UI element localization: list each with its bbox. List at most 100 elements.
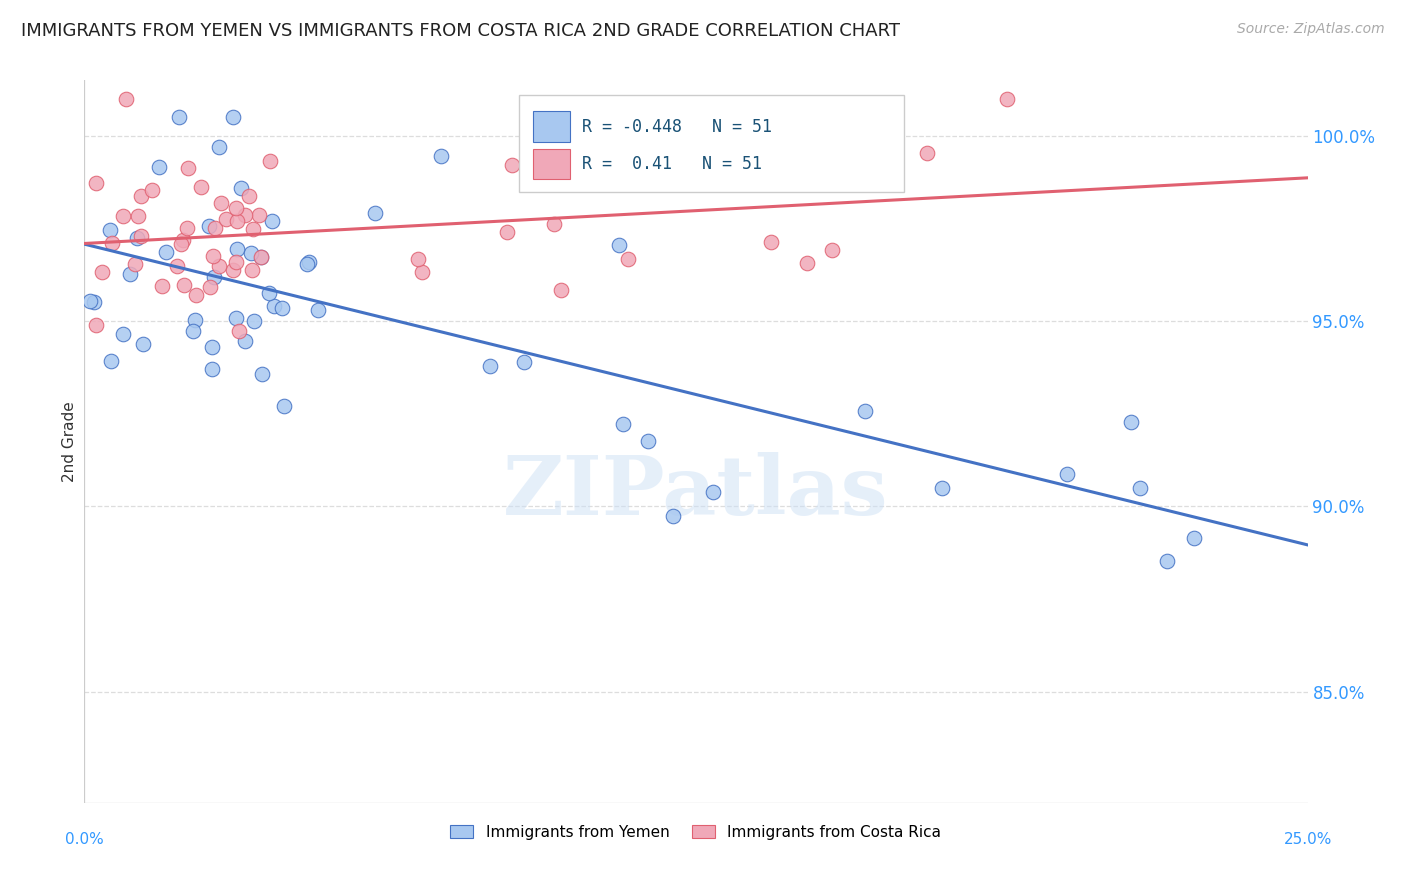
Point [1056, 467, 1078, 481]
Point [702, 485, 724, 500]
Point [150, 279, 173, 293]
Point [238, 189, 260, 203]
Point [124, 257, 146, 271]
Point [429, 149, 451, 163]
Point [115, 92, 138, 106]
Point [249, 250, 271, 264]
Point [83, 294, 105, 309]
Point [132, 336, 155, 351]
Point [167, 111, 190, 125]
Point [295, 257, 318, 271]
Text: 25.0%: 25.0% [1284, 831, 1331, 847]
Point [496, 225, 519, 239]
Point [612, 417, 634, 431]
Point [129, 189, 152, 203]
Point [222, 111, 245, 125]
Point [273, 399, 295, 413]
Point [201, 340, 224, 354]
Point [198, 280, 221, 294]
Point [190, 180, 212, 194]
Point [406, 252, 429, 266]
Point [240, 262, 263, 277]
Point [543, 217, 565, 231]
Point [307, 303, 329, 318]
Text: R = -0.448   N = 51: R = -0.448 N = 51 [582, 118, 772, 136]
Point [112, 326, 135, 341]
Point [79, 294, 101, 309]
Point [225, 255, 247, 269]
Point [209, 195, 232, 210]
Text: IMMIGRANTS FROM YEMEN VS IMMIGRANTS FROM COSTA RICA 2ND GRADE CORRELATION CHART: IMMIGRANTS FROM YEMEN VS IMMIGRANTS FROM… [21, 22, 900, 40]
Point [84, 176, 107, 190]
Point [271, 301, 294, 315]
Point [208, 259, 231, 273]
Point [260, 214, 283, 228]
Point [796, 256, 818, 270]
Point [782, 140, 804, 154]
Point [231, 181, 253, 195]
Point [263, 300, 285, 314]
FancyBboxPatch shape [533, 112, 569, 142]
Point [1182, 531, 1205, 545]
Point [1129, 481, 1152, 495]
Point [84, 318, 107, 333]
Point [759, 235, 782, 250]
Point [821, 244, 844, 258]
Point [221, 262, 243, 277]
Point [202, 249, 225, 263]
Text: ZIPatlas: ZIPatlas [503, 452, 889, 533]
Point [176, 220, 198, 235]
Point [148, 160, 170, 174]
Point [242, 222, 264, 236]
Text: R =  0.41   N = 51: R = 0.41 N = 51 [582, 155, 762, 173]
Point [411, 265, 433, 279]
Point [173, 277, 195, 292]
Point [201, 362, 224, 376]
Point [172, 233, 194, 247]
Point [247, 208, 270, 222]
Point [202, 269, 225, 284]
FancyBboxPatch shape [519, 95, 904, 193]
Point [662, 509, 685, 524]
Point [184, 312, 207, 326]
Point [225, 201, 247, 215]
Point [118, 268, 141, 282]
Point [233, 334, 256, 348]
Point [170, 237, 193, 252]
Point [512, 355, 534, 369]
Point [197, 219, 219, 233]
Y-axis label: 2nd Grade: 2nd Grade [62, 401, 77, 482]
Point [607, 238, 630, 252]
Text: Source: ZipAtlas.com: Source: ZipAtlas.com [1237, 22, 1385, 37]
Point [226, 213, 249, 227]
Point [252, 367, 274, 381]
Point [915, 146, 938, 161]
Point [1156, 554, 1178, 568]
Point [177, 161, 200, 176]
Point [550, 283, 572, 297]
Point [995, 92, 1018, 106]
Point [225, 310, 247, 325]
Point [208, 139, 231, 153]
Point [226, 242, 249, 256]
Point [127, 209, 149, 223]
Point [100, 235, 122, 250]
Point [100, 222, 122, 236]
Point [228, 324, 250, 338]
Point [233, 208, 256, 222]
Point [239, 246, 262, 260]
Point [181, 324, 204, 338]
Point [215, 211, 238, 226]
Point [637, 434, 659, 448]
Point [112, 209, 135, 223]
Point [125, 231, 148, 245]
Point [166, 259, 188, 273]
Point [298, 255, 321, 269]
Point [853, 403, 876, 417]
Point [479, 359, 502, 373]
Point [257, 285, 280, 300]
Point [617, 252, 640, 266]
Point [259, 154, 281, 169]
Point [129, 229, 152, 244]
Point [364, 205, 387, 219]
